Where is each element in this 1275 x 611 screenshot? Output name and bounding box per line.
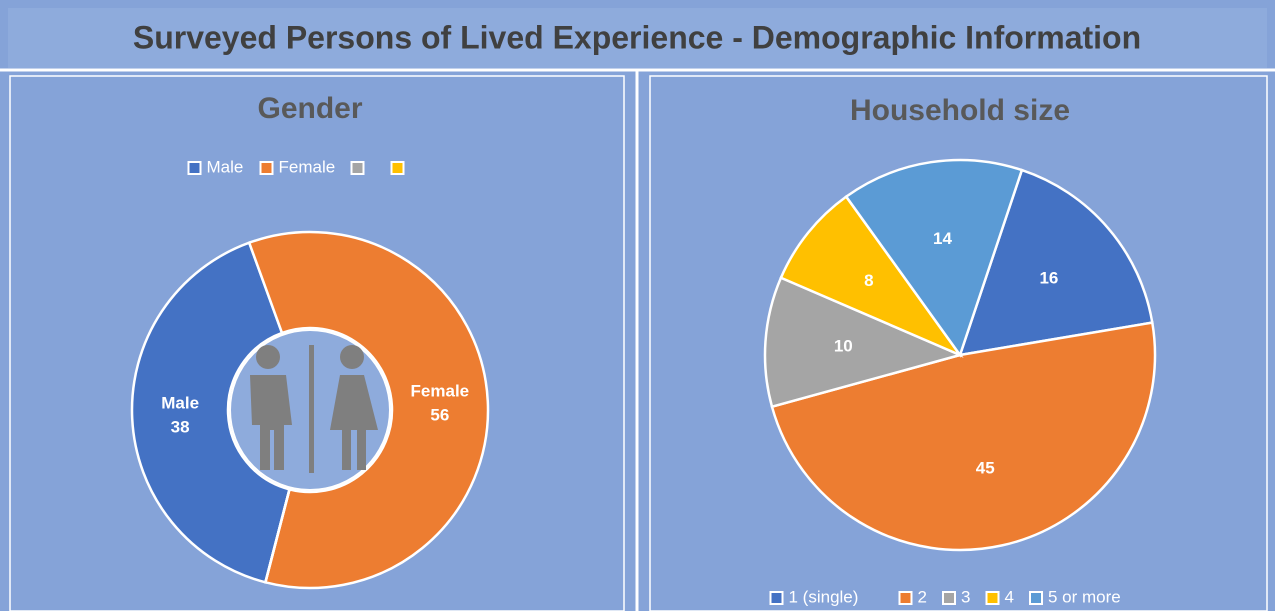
page-title: Surveyed Persons of Lived Experience - D…: [133, 19, 1141, 55]
legend-swatch: [350, 161, 365, 175]
slice: [779, 194, 964, 358]
slice: [958, 168, 1154, 357]
legend-swatch: [259, 161, 274, 175]
legend-swatch: [187, 161, 202, 175]
legend-label: Female: [279, 157, 336, 176]
data-label: 56: [430, 405, 449, 424]
legend-label: 4: [1005, 587, 1014, 606]
slice: [770, 321, 1157, 552]
data-label: 45: [976, 459, 995, 478]
legend-label: Male: [207, 157, 244, 176]
people-icon: [229, 329, 391, 491]
data-label: 14: [933, 229, 952, 248]
legend-label: 5 or more: [1048, 587, 1121, 606]
chart-title: Gender: [257, 92, 362, 125]
panel-frame: [9, 75, 625, 611]
data-label: 38: [171, 418, 190, 437]
legend-label: 1 (single): [789, 587, 859, 606]
data-label: 8: [864, 271, 873, 290]
slice: [844, 158, 1024, 358]
chart-title: Household size: [850, 94, 1070, 127]
panel-frame: [649, 75, 1268, 611]
slice: [247, 230, 490, 590]
legend-swatch: [898, 591, 913, 605]
data-label: 10: [834, 336, 853, 355]
data-label: Male: [161, 394, 199, 413]
legend-label: 3: [961, 587, 970, 606]
slice: [130, 241, 291, 584]
legend-swatch: [390, 161, 405, 175]
legend-swatch: [769, 591, 784, 605]
slice: [763, 276, 964, 409]
data-label: Female: [411, 381, 470, 400]
legend-swatch: [942, 591, 956, 605]
data-label: 16: [1039, 268, 1058, 287]
legend-swatch: [1029, 591, 1043, 605]
legend-swatch: [985, 591, 1000, 605]
title-band: [8, 8, 1267, 68]
legend-label: 2: [918, 587, 927, 606]
